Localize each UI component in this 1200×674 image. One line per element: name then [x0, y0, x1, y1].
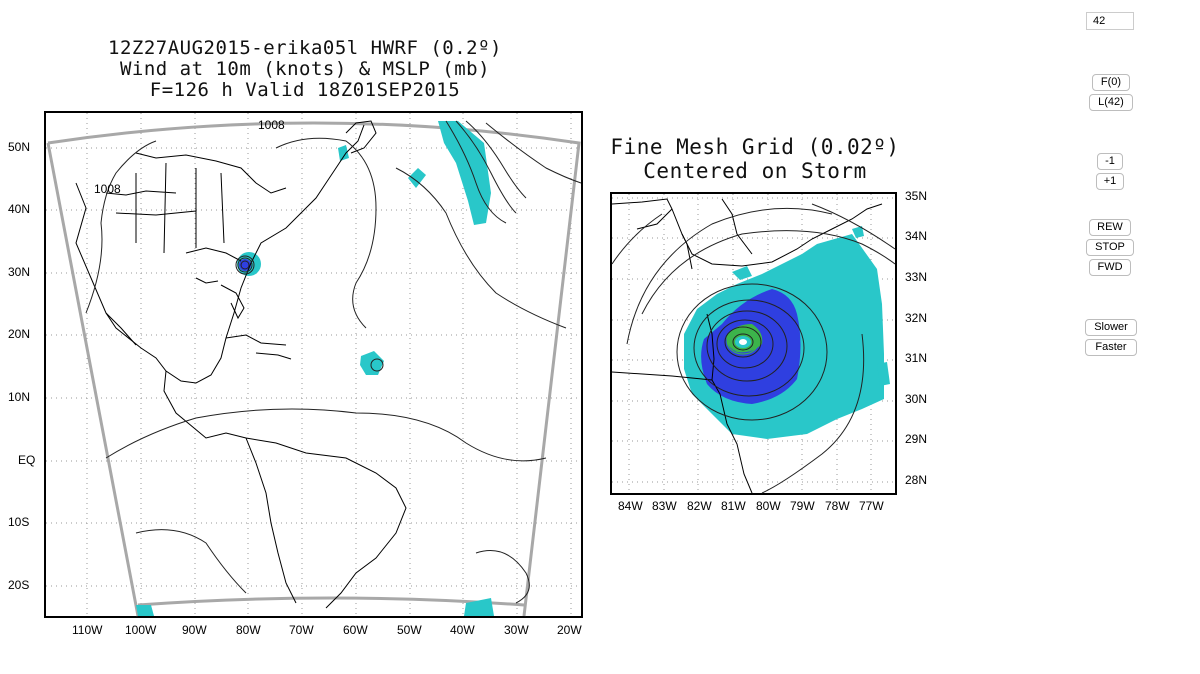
- step-back-button[interactable]: -1: [1097, 153, 1123, 170]
- main-lat-40n: 40N: [8, 202, 31, 216]
- fine-title-line-2: Centered on Storm: [643, 159, 867, 183]
- fine-lat-32n: 32N: [905, 311, 928, 325]
- forward-button[interactable]: FWD: [1089, 259, 1131, 276]
- fine-lon-81w: 81W: [721, 499, 746, 513]
- fine-lon-82w: 82W: [687, 499, 712, 513]
- main-lat-30n: 30N: [8, 265, 31, 279]
- fine-lon-79w: 79W: [790, 499, 815, 513]
- main-lon-70w: 70W: [289, 623, 314, 637]
- fine-lon-80w: 80W: [756, 499, 781, 513]
- main-title-line-2: Wind at 10m (knots) & MSLP (mb): [119, 58, 491, 80]
- main-title-line-1: 12Z27AUG2015-erika05l HWRF (0.2º): [108, 37, 502, 59]
- main-lon-80w: 80W: [236, 623, 261, 637]
- fine-lat-35n: 35N: [905, 189, 928, 203]
- main-lon-20w: 20W: [557, 623, 582, 637]
- main-lat-50n: 50N: [8, 140, 31, 154]
- main-lon-30w: 30W: [504, 623, 529, 637]
- rewind-button[interactable]: REW: [1089, 219, 1131, 236]
- slower-button[interactable]: Slower: [1085, 319, 1137, 336]
- first-frame-button[interactable]: F(0): [1092, 74, 1130, 91]
- fine-lat-31n: 31N: [905, 351, 928, 365]
- main-lat-10n: 10N: [8, 390, 31, 404]
- last-frame-button[interactable]: L(42): [1089, 94, 1133, 111]
- main-lon-40w: 40W: [450, 623, 475, 637]
- fine-lat-34n: 34N: [905, 229, 928, 243]
- main-map-frame: 1008 1008: [44, 111, 583, 618]
- main-lat-eq: EQ: [18, 453, 36, 467]
- fine-lon-84w: 84W: [618, 499, 643, 513]
- main-title-line-3: F=126 h Valid 18Z01SEP2015: [149, 79, 461, 101]
- stop-button[interactable]: STOP: [1086, 239, 1134, 256]
- fine-lon-77w: 77W: [859, 499, 884, 513]
- step-forward-button[interactable]: +1: [1096, 173, 1124, 190]
- fine-lat-33n: 33N: [905, 270, 928, 284]
- main-map-plot: 1008 1008: [46, 113, 582, 617]
- main-map-title: 12Z27AUG2015-erika05l HWRF (0.2º) Wind a…: [95, 38, 515, 101]
- fine-lat-30n: 30N: [905, 392, 928, 406]
- contour-label-2: 1008: [94, 182, 121, 196]
- domain-boundary: [46, 121, 581, 617]
- fine-mesh-title: Fine Mesh Grid (0.02º) Centered on Storm: [605, 135, 905, 183]
- fine-mesh-plot: [611, 194, 896, 494]
- main-lon-100w: 100W: [125, 623, 157, 637]
- fine-mesh-frame: [610, 192, 897, 495]
- fine-lat-29n: 29N: [905, 432, 928, 446]
- main-lon-110w: 110W: [72, 623, 103, 637]
- main-lon-90w: 90W: [182, 623, 207, 637]
- main-lat-10s: 10S: [8, 515, 30, 529]
- main-lat-20s: 20S: [8, 578, 30, 592]
- fine-lon-78w: 78W: [825, 499, 850, 513]
- fine-lat-28n: 28N: [905, 473, 928, 487]
- main-lon-50w: 50W: [397, 623, 422, 637]
- contour-label-1: 1008: [258, 118, 285, 132]
- main-lon-60w: 60W: [343, 623, 368, 637]
- frame-number-input[interactable]: [1086, 12, 1134, 30]
- fine-lon-83w: 83W: [652, 499, 677, 513]
- faster-button[interactable]: Faster: [1085, 339, 1137, 356]
- main-lat-20n: 20N: [8, 327, 31, 341]
- fine-title-line-1: Fine Mesh Grid (0.02º): [610, 135, 900, 159]
